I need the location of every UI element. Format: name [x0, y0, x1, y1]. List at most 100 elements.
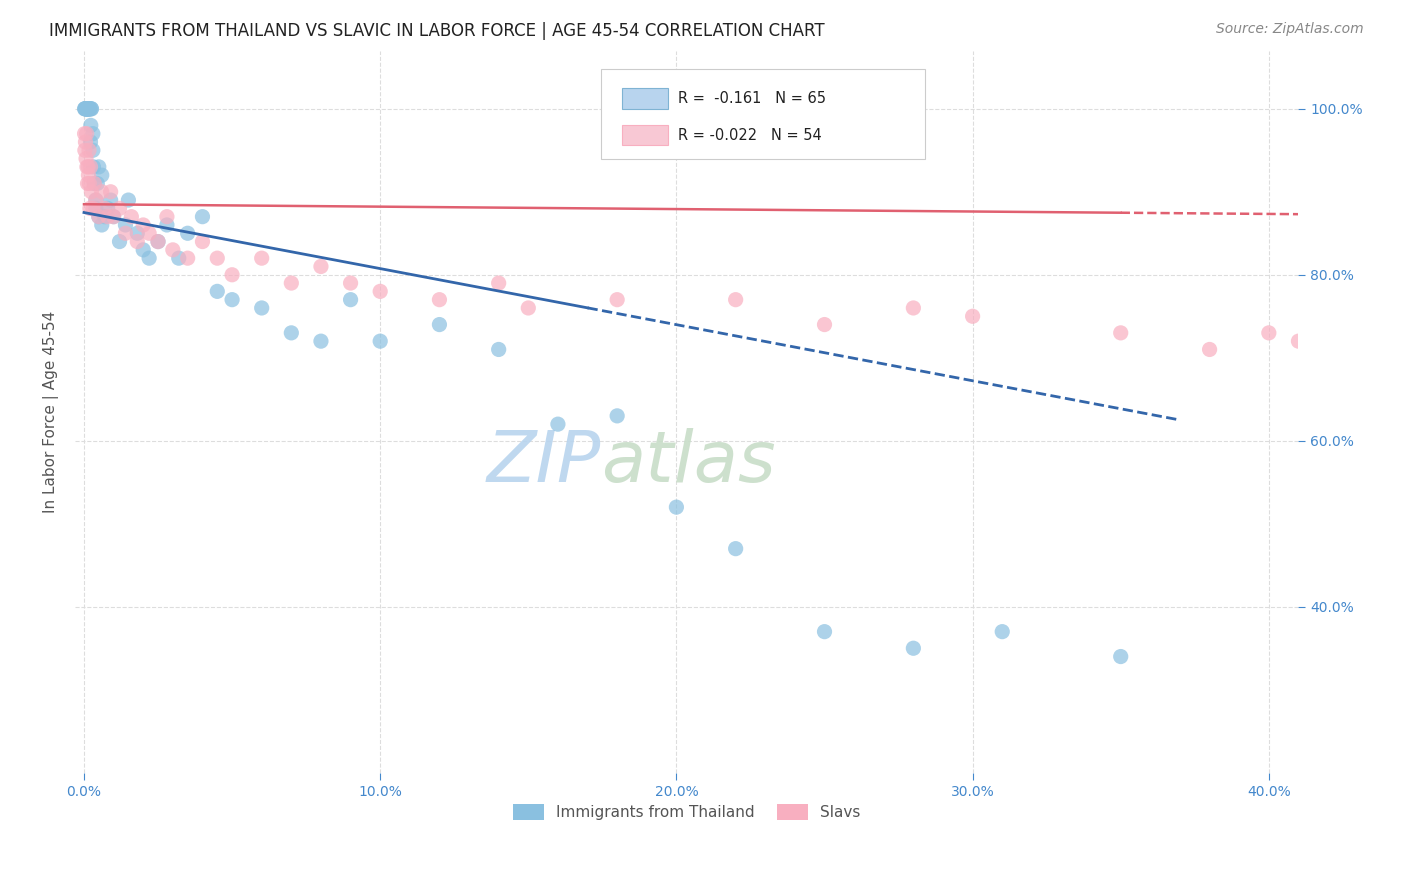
Point: [93, 202, 115, 216]
Point: [79, 135, 101, 149]
Point: [339, 276, 361, 290]
Point: [221, 268, 243, 282]
Point: [87, 210, 110, 224]
Point: [665, 500, 688, 515]
Point: [77, 102, 100, 116]
Point: [1257, 326, 1279, 340]
Point: [903, 301, 925, 315]
Point: [76, 102, 98, 116]
Point: [176, 227, 198, 241]
Point: [75, 102, 97, 116]
Point: [93, 210, 115, 224]
Point: [100, 185, 122, 199]
Point: [724, 541, 747, 556]
Point: [1109, 326, 1132, 340]
Point: [108, 202, 131, 216]
Point: [76, 160, 98, 174]
Point: [73, 102, 96, 116]
Point: [127, 235, 149, 249]
Point: [429, 293, 451, 307]
Text: atlas: atlas: [602, 428, 776, 497]
Point: [117, 193, 139, 207]
Point: [250, 301, 273, 315]
Point: [73, 127, 96, 141]
Point: [77, 102, 100, 116]
Point: [114, 227, 136, 241]
Point: [76, 102, 98, 116]
Point: [90, 218, 112, 232]
Point: [79, 102, 101, 116]
Text: IMMIGRANTS FROM THAILAND VS SLAVIC IN LABOR FORCE | AGE 45-54 CORRELATION CHART: IMMIGRANTS FROM THAILAND VS SLAVIC IN LA…: [49, 22, 825, 40]
Text: ZIP: ZIP: [486, 428, 602, 497]
Point: [429, 318, 451, 332]
Point: [83, 177, 105, 191]
Point: [77, 143, 100, 157]
Point: [309, 260, 332, 274]
Point: [77, 168, 100, 182]
Point: [339, 293, 361, 307]
Point: [103, 210, 125, 224]
Point: [82, 160, 104, 174]
Point: [368, 285, 391, 299]
Point: [127, 227, 149, 241]
Point: [76, 127, 98, 141]
FancyBboxPatch shape: [621, 125, 668, 145]
Point: [77, 102, 100, 116]
Point: [114, 218, 136, 232]
Point: [80, 102, 103, 116]
Point: [76, 177, 98, 191]
Y-axis label: In Labor Force | Age 45-54: In Labor Force | Age 45-54: [44, 310, 59, 513]
Text: R = -0.022   N = 54: R = -0.022 N = 54: [678, 128, 823, 143]
Legend: Immigrants from Thailand, Slavs: Immigrants from Thailand, Slavs: [508, 798, 866, 827]
Point: [82, 202, 104, 216]
Point: [903, 641, 925, 656]
Point: [120, 210, 142, 224]
Point: [162, 243, 184, 257]
Point: [606, 409, 628, 423]
Point: [90, 185, 112, 199]
Point: [813, 624, 835, 639]
Point: [962, 310, 984, 324]
Point: [75, 102, 97, 116]
Point: [80, 185, 103, 199]
Point: [488, 343, 510, 357]
Point: [132, 243, 155, 257]
Point: [73, 143, 96, 157]
Point: [606, 293, 628, 307]
Point: [86, 177, 108, 191]
Point: [1198, 343, 1220, 357]
Point: [75, 135, 97, 149]
Text: Source: ZipAtlas.com: Source: ZipAtlas.com: [1216, 22, 1364, 37]
Point: [138, 251, 160, 265]
Point: [156, 218, 179, 232]
Point: [108, 235, 131, 249]
Point: [1317, 417, 1340, 432]
Point: [146, 235, 169, 249]
Point: [191, 235, 214, 249]
Point: [87, 210, 110, 224]
Point: [207, 285, 229, 299]
Point: [250, 251, 273, 265]
Point: [191, 210, 214, 224]
Point: [83, 177, 105, 191]
Point: [132, 218, 155, 232]
Point: [75, 102, 97, 116]
Text: R =  -0.161   N = 65: R = -0.161 N = 65: [678, 91, 827, 106]
Point: [97, 210, 120, 224]
Point: [75, 102, 97, 116]
Point: [76, 102, 98, 116]
Point: [547, 417, 569, 432]
Point: [1288, 334, 1310, 348]
Point: [84, 193, 107, 207]
Point: [79, 102, 101, 116]
Point: [146, 235, 169, 249]
Point: [80, 119, 103, 133]
FancyBboxPatch shape: [602, 69, 925, 159]
Point: [79, 177, 101, 191]
Point: [103, 210, 125, 224]
Point: [488, 276, 510, 290]
Point: [87, 160, 110, 174]
Point: [724, 293, 747, 307]
Point: [76, 102, 98, 116]
Point: [1109, 649, 1132, 664]
